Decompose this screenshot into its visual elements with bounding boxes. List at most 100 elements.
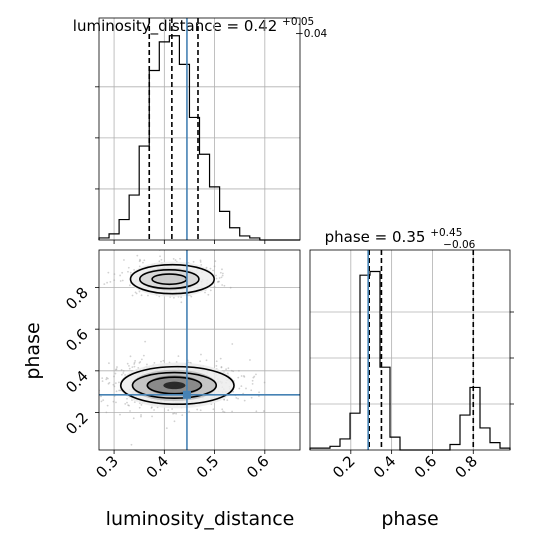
joint-scatter-point-429 [120,373,123,376]
joint-scatter-point-585 [177,355,180,358]
title-luminosity-distance-sup: +0.05 [282,16,314,28]
joint-scatter-point-81 [114,382,117,384]
joint-scatter-point-749 [136,254,139,257]
joint-scatter-point-52 [255,410,258,413]
joint-scatter-point-382 [205,359,208,362]
joint-scatter-point-227 [106,377,109,380]
title-luminosity-distance-sub: −0.04 [295,28,327,40]
joint-scatter-point-887 [160,258,163,261]
joint-scatter-point-736 [103,283,106,286]
joint-scatter-point-606 [138,361,141,364]
joint-scatter-point-154 [100,395,102,398]
joint-scatter-point-651 [113,385,116,388]
joint-scatter-point-225 [132,417,135,420]
joint-scatter-point-258 [130,443,133,446]
joint-scatter-point-376 [144,340,147,343]
joint-scatter-point-103 [231,343,234,345]
joint-scatter-point-1062 [221,284,224,286]
joint-scatter-point-694 [128,367,131,370]
joint-scatter-point-1034 [138,260,141,263]
joint-scatter-point-352 [122,370,125,372]
joint-scatter-point-398 [172,412,174,415]
joint-scatter-point-622 [126,401,128,404]
title-phase: phase = 0.35 +0.45 −0.06 [325,222,476,251]
joint-scatter-point-623 [251,379,254,382]
title-phase-sup: +0.45 [430,227,462,239]
joint-scatter-point-290 [175,361,178,363]
joint-scatter-point-797 [214,260,217,263]
joint-ylabel: phase [22,322,44,379]
joint-scatter-point-1119 [109,280,112,283]
joint-scatter-point-573 [212,408,215,411]
joint-scatter-point-167 [72,407,74,409]
joint-scatter-point-570 [226,399,229,402]
joint-scatter-point-261 [101,380,104,382]
joint-scatter-point-732 [221,272,224,275]
joint-scatter-point-434 [83,409,85,411]
joint-ytick-label-2: 0.6 [62,325,92,355]
joint-scatter-point-234 [129,355,132,358]
joint-scatter-point-663 [124,403,127,405]
joint-scatter-point-409 [146,363,148,366]
joint-scatter-point-758 [131,294,134,297]
joint-density-level-0-3 [163,381,186,390]
joint-scatter-point-424 [140,403,143,406]
joint-scatter-point-666 [116,366,118,368]
joint-scatter-point-746 [121,279,124,282]
joint-ytick-label-0: 0.2 [62,409,92,439]
joint-scatter-point-488 [235,396,238,399]
joint-scatter-point-91 [258,391,260,394]
joint-contour-0-1 [131,371,218,400]
joint-xtick-label-1: 0.4 [143,452,173,482]
joint-scatter-point-25 [115,390,118,393]
joint-scatter-point-249 [142,354,145,357]
joint-scatter-point-267 [119,413,121,416]
joint-scatter-point-507 [160,360,162,363]
joint-scatter-point-223 [250,396,253,399]
joint-scatter-point-539 [129,410,131,412]
joint-scatter-point-952 [199,259,202,262]
joint-scatter-point-817 [121,271,124,274]
joint-scatter-point-97 [112,400,115,403]
panel-joint: luminosity_distance phase [22,322,294,530]
joint-scatter-point-928 [139,258,141,261]
joint-scatter-point-598 [225,368,227,371]
joint-contour-0-2 [146,376,203,395]
joint-scatter-point-446 [243,375,245,377]
joint-scatter-point-405 [114,372,117,375]
joint-scatter-point-879 [218,277,221,279]
joint-scatter-point-735 [192,260,195,263]
joint-scatter-point-689 [140,414,142,416]
joint-scatter-point-401 [263,381,266,384]
joint-scatter-point-126 [227,367,230,370]
joint-scatter-point-175 [222,410,224,413]
joint-scatter-point-833 [180,296,183,298]
joint-scatter-point-897 [213,265,216,268]
joint-scatter-point-14 [131,366,134,369]
joint-scatter-point-547 [153,409,155,411]
joint-scatter-point-596 [126,362,129,365]
joint-scatter-point-877 [140,294,143,297]
joint-scatter-point-68 [127,404,130,407]
joint-scatter-point-1018 [127,270,129,273]
joint-scatter-point-46 [151,415,153,418]
joint-scatter-point-368 [215,364,218,367]
joint-scatter-point-1108 [143,259,146,262]
joint-scatter-point-189 [251,382,254,385]
joint-xlabel: luminosity_distance [106,508,295,530]
joint-scatter-point-582 [221,408,224,411]
joint-scatter-point-690 [128,364,130,367]
joint-scatter-point-760 [113,273,116,276]
joint-scatter-point-230 [188,410,191,413]
joint-frame [98,249,301,451]
joint-scatter-point-284 [102,399,105,402]
joint-scatter-point-959 [113,279,116,281]
joint-scatter-point-132 [150,406,153,409]
title-phase-main: phase = 0.35 [325,228,426,246]
joint-scatter-point-813 [205,266,208,269]
joint-scatter-point-719 [209,267,212,270]
joint-scatter-point-159 [231,410,233,413]
joint-scatter-point-120 [220,366,223,368]
joint-scatter-point-26 [60,358,62,360]
joint-scatter-point-281 [238,387,241,390]
